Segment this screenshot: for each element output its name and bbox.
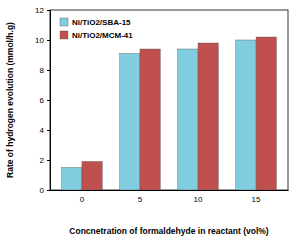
plot: 0 2 4 6 8 10 12 0 5 10 15 Ni/TiO2/SBA-15 Ni/TiO2/MCM… — [35, 6, 288, 204]
chart: 0 2 4 6 8 10 12 0 5 10 15 Ni/TiO2/SBA-15 Ni/TiO2/MCM… — [0, 0, 294, 246]
x-axis-title: Concnetration of formaldehyde in reactan… — [69, 226, 268, 236]
legend-item: Ni/TiO2/MCM-41 — [60, 31, 133, 40]
legend-label: Ni/TiO2/MCM-41 — [72, 31, 133, 40]
y-axis: 0 2 4 6 8 10 12 — [35, 6, 50, 195]
bar — [120, 54, 140, 191]
x-tick: 5 — [138, 190, 143, 204]
bar — [178, 49, 198, 190]
y-tick-label: 0 — [40, 186, 45, 195]
y-tick-mark — [47, 70, 50, 71]
legend-swatch — [60, 18, 68, 26]
x-tick-label: 0 — [80, 195, 85, 204]
y-tick: 8 — [40, 66, 50, 75]
x-tick: 0 — [80, 190, 85, 204]
y-tick: 6 — [40, 96, 50, 105]
y-tick-mark — [47, 40, 50, 41]
bar — [236, 40, 256, 190]
plot-frame — [50, 10, 288, 190]
x-tick-label: 10 — [194, 195, 203, 204]
y-tick-mark — [47, 130, 50, 131]
bar — [256, 37, 276, 190]
y-tick: 2 — [40, 156, 50, 165]
y-axis-title: Rate of hydrogen evolution (mmol/h.g) — [5, 22, 15, 178]
x-tick-label: 5 — [138, 195, 143, 204]
x-tick: 10 — [194, 190, 203, 204]
y-axis-line — [47, 11, 51, 191]
bar — [82, 162, 102, 191]
y-tick-mark — [47, 160, 50, 161]
y-tick-mark — [47, 100, 50, 101]
y-tick: 4 — [40, 126, 50, 135]
y-tick-mark — [47, 190, 50, 191]
x-tick: 15 — [252, 190, 261, 204]
y-tick-label: 8 — [40, 66, 45, 75]
y-tick-label: 10 — [35, 36, 44, 45]
bar — [62, 168, 82, 191]
legend-label: Ni/TiO2/SBA-15 — [72, 18, 131, 27]
y-tick-label: 6 — [40, 96, 45, 105]
legend-swatch — [60, 31, 68, 39]
bar-series — [82, 37, 276, 190]
y-tick: 10 — [35, 36, 50, 45]
bar — [140, 49, 160, 190]
y-tick: 0 — [40, 186, 50, 195]
bars — [62, 37, 277, 190]
y-tick: 12 — [35, 6, 50, 15]
bar — [198, 43, 218, 190]
y-tick-label: 2 — [40, 156, 45, 165]
y-tick-label: 4 — [40, 126, 45, 135]
x-tick-label: 15 — [252, 195, 261, 204]
legend: Ni/TiO2/SBA-15 Ni/TiO2/MCM-41 — [60, 18, 133, 40]
bar-series — [62, 40, 256, 190]
x-axis: 0 5 10 15 — [51, 190, 289, 204]
legend-item: Ni/TiO2/SBA-15 — [60, 18, 131, 27]
y-tick-mark — [47, 10, 50, 11]
y-tick-label: 12 — [35, 6, 44, 15]
x-axis-line — [51, 190, 289, 191]
